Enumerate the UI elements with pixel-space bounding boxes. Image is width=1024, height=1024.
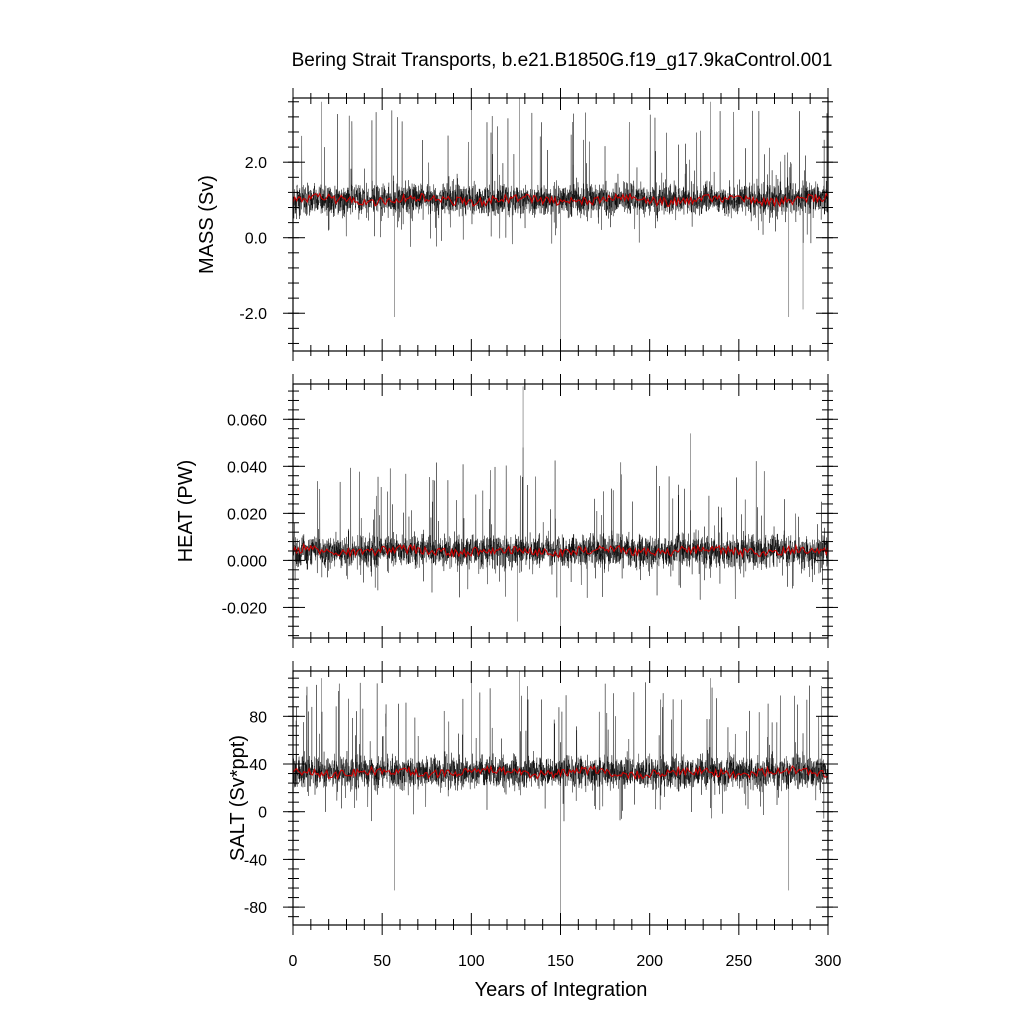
y-tick-label: -40 [244,852,267,869]
y-tick-label: -2.0 [239,306,267,323]
ticks-mass: -2.0 0.0 2.0 [239,88,838,361]
x-tick-label: 100 [458,953,485,970]
x-tick-label: 200 [636,953,663,970]
x-tick-label: 250 [725,953,752,970]
y-tick-label: 0.020 [227,506,267,523]
y-tick-label: 40 [249,757,267,774]
panel-frame-salt [292,670,829,926]
y-tick-label: 0.060 [227,412,267,429]
panel-frame-mass [292,97,829,352]
annual-mean-line [292,764,829,781]
chart-title: Bering Strait Transports, b.e21.B1850G.f… [292,50,833,71]
y-tick-label: -80 [244,900,267,917]
monthly-line [292,386,829,638]
y-tick-label: 0 [258,805,267,822]
y-tick-label: 0.000 [227,553,267,570]
x-tick-label: 300 [815,953,842,970]
y-tick-label: 2.0 [245,155,267,172]
series-annual-heat [292,542,829,559]
panel-salt: -80 -40 0 40 80 0 50 100 150 200 250 300 SALT (Sv*p… [227,661,841,970]
x-tick-label: 50 [373,953,391,970]
x-axis-label: Years of Integration [475,979,648,1001]
ticks-salt: -80 -40 0 40 80 0 50 100 150 200 250 300 [244,661,842,970]
panel-mass: -2.0 0.0 2.0 MASS (Sv) [196,88,838,361]
monthly-line [292,98,829,351]
y-tick-label: -0.020 [222,600,267,617]
y-tick-label: 0.040 [227,459,267,476]
monthly-line [292,671,829,925]
y-axis-label-heat: HEAT (PW) [175,460,197,563]
annual-mean-line [292,542,829,559]
series-annual-salt [292,764,829,781]
series-monthly-salt [292,671,829,925]
y-axis-label-mass: MASS (Sv) [196,175,218,274]
series-monthly-heat [292,386,829,638]
y-tick-label: 80 [249,709,267,726]
x-tick-label: 0 [289,953,298,970]
y-tick-label: 0.0 [245,231,267,248]
series-monthly-mass [292,98,829,351]
y-axis-label-salt: SALT (Sv*ppt) [227,735,249,861]
panel-heat: -0.020 0.000 0.020 0.040 0.060 HEAT (PW) [175,374,838,648]
panel-frame-heat [292,383,829,639]
annual-mean-line [292,192,829,208]
x-tick-label: 150 [547,953,574,970]
ticks-heat: -0.020 0.000 0.020 0.040 0.060 [222,374,838,648]
series-annual-mass [292,192,829,208]
